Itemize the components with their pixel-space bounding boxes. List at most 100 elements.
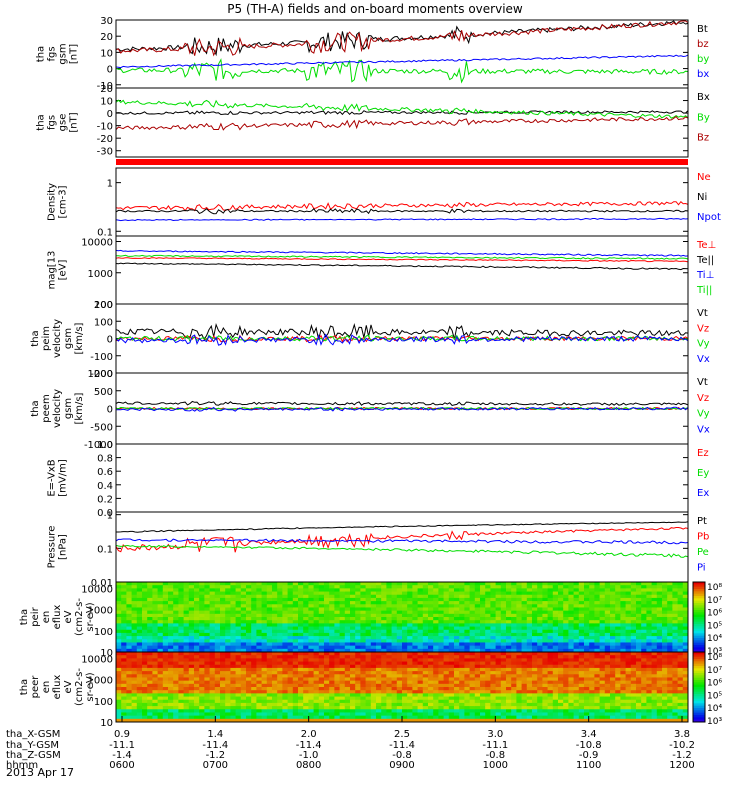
- spectrogram-cell: [459, 585, 465, 589]
- spectrogram-cell: [428, 706, 434, 710]
- spectrogram-cell: [350, 677, 356, 682]
- spectrogram-cell: [552, 629, 559, 634]
- spectrogram-cell: [355, 632, 361, 637]
- spectrogram-cell: [256, 706, 263, 710]
- spectrogram-cell: [188, 607, 195, 612]
- spectrogram-cell: [256, 594, 263, 599]
- spectrogram-cell: [157, 645, 164, 650]
- spectrogram-cell: [376, 617, 382, 621]
- spectrogram-cell: [121, 677, 127, 682]
- spectrogram-cell: [500, 585, 507, 589]
- spectrogram-cell: [136, 582, 143, 586]
- spectrogram-cell: [428, 607, 434, 612]
- spectrogram-cell: [677, 648, 684, 653]
- spectrogram-cell: [552, 715, 559, 720]
- spectrogram-cell: [168, 601, 174, 605]
- spectrogram-cell: [469, 680, 476, 685]
- spectrogram-cell: [578, 588, 585, 593]
- spectrogram-cell: [433, 718, 439, 723]
- spectrogram-cell: [490, 582, 497, 586]
- colorbar-segment: [693, 612, 705, 616]
- spectrogram-cell: [287, 706, 294, 710]
- spectrogram-cell: [615, 699, 621, 704]
- spectrogram-cell: [308, 712, 315, 717]
- spectrogram-cell: [656, 610, 663, 615]
- spectrogram-cell: [318, 677, 325, 682]
- spectrogram-cell: [287, 671, 294, 675]
- spectrogram-cell: [568, 667, 575, 672]
- colorbar-segment: [693, 640, 705, 644]
- spectrogram-cell: [344, 652, 351, 656]
- spectrogram-cell: [282, 607, 289, 612]
- spectrogram-cell: [521, 610, 528, 615]
- spectrogram-cell: [256, 671, 263, 675]
- spectrogram-cell: [240, 709, 247, 713]
- spectrogram-cell: [407, 604, 413, 608]
- spectrogram-cell: [620, 617, 627, 621]
- spectrogram-cell: [204, 604, 211, 608]
- spectrogram-cell: [162, 671, 169, 675]
- spectrogram-cell: [246, 671, 252, 675]
- spectrogram-cell: [594, 597, 601, 602]
- spectrogram-cell: [422, 693, 429, 698]
- spectrogram-cell: [563, 674, 569, 678]
- spectrogram-cell: [131, 629, 138, 634]
- spectrogram-cell: [313, 706, 320, 710]
- spectrogram-cell: [584, 702, 590, 707]
- spectrogram-cell: [313, 617, 320, 621]
- spectrogram-cell: [506, 636, 512, 640]
- spectrogram-cell: [173, 680, 179, 685]
- spectrogram-cell: [152, 715, 159, 720]
- spectrogram-cell: [625, 585, 632, 589]
- spectrogram-cell: [656, 683, 663, 688]
- spectrogram-cell: [662, 683, 668, 688]
- spectrogram-cell: [573, 677, 580, 682]
- spectrogram-cell: [464, 696, 471, 701]
- spectrogram-cell: [412, 632, 419, 637]
- spectrogram-cell: [381, 639, 387, 643]
- colorbar-tick-label: 10⁸: [707, 583, 722, 593]
- spectrogram-cell: [142, 629, 148, 634]
- spectrogram-cell: [506, 690, 512, 694]
- spectrogram-cell: [485, 687, 491, 691]
- spectrogram-cell: [578, 658, 585, 663]
- spectrogram-cell: [542, 629, 549, 634]
- spectrogram-cell: [464, 674, 471, 678]
- spectrogram-cell: [209, 664, 216, 669]
- spectrogram-cell: [194, 715, 200, 720]
- y-axis-label: thafgsgse[nT]: [36, 112, 80, 132]
- legend-label: Pb: [697, 532, 709, 543]
- spectrogram-cell: [339, 617, 346, 621]
- spectrogram-cell: [287, 585, 294, 589]
- spectrogram-cell: [396, 667, 403, 672]
- spectrogram-cell: [266, 687, 273, 691]
- spectrogram-cell: [511, 601, 517, 605]
- spectrogram-cell: [116, 623, 122, 628]
- spectrogram-cell: [162, 610, 169, 615]
- spectrogram-cell: [500, 687, 507, 691]
- spectrogram-cell: [573, 626, 580, 631]
- spectrogram-cell: [350, 664, 356, 669]
- spectrogram-cell: [402, 655, 408, 659]
- spectrogram-cell: [188, 664, 195, 669]
- spectrogram-cell: [500, 607, 507, 612]
- spectrogram-cell: [552, 617, 559, 621]
- spectrogram-cell: [204, 677, 211, 682]
- spectrogram-cell: [537, 594, 543, 599]
- spectrogram-cell: [251, 699, 257, 704]
- spectrogram-cell: [355, 712, 361, 717]
- spectrogram-cell: [480, 645, 486, 650]
- spectrogram-cell: [365, 617, 372, 621]
- spectrogram-cell: [578, 690, 585, 694]
- spectrogram-cell: [261, 620, 268, 624]
- spectrogram-cell: [386, 661, 393, 666]
- spectrogram-cell: [350, 671, 356, 675]
- spectrogram-cell: [386, 699, 393, 704]
- spectrogram-cell: [355, 693, 361, 698]
- spectrogram-cell: [526, 674, 533, 678]
- spectrogram-cell: [157, 610, 164, 615]
- spectrogram-cell: [277, 655, 283, 659]
- spectrogram-cell: [474, 617, 481, 621]
- spectrogram-cell: [355, 677, 361, 682]
- spectrogram-cell: [438, 645, 445, 650]
